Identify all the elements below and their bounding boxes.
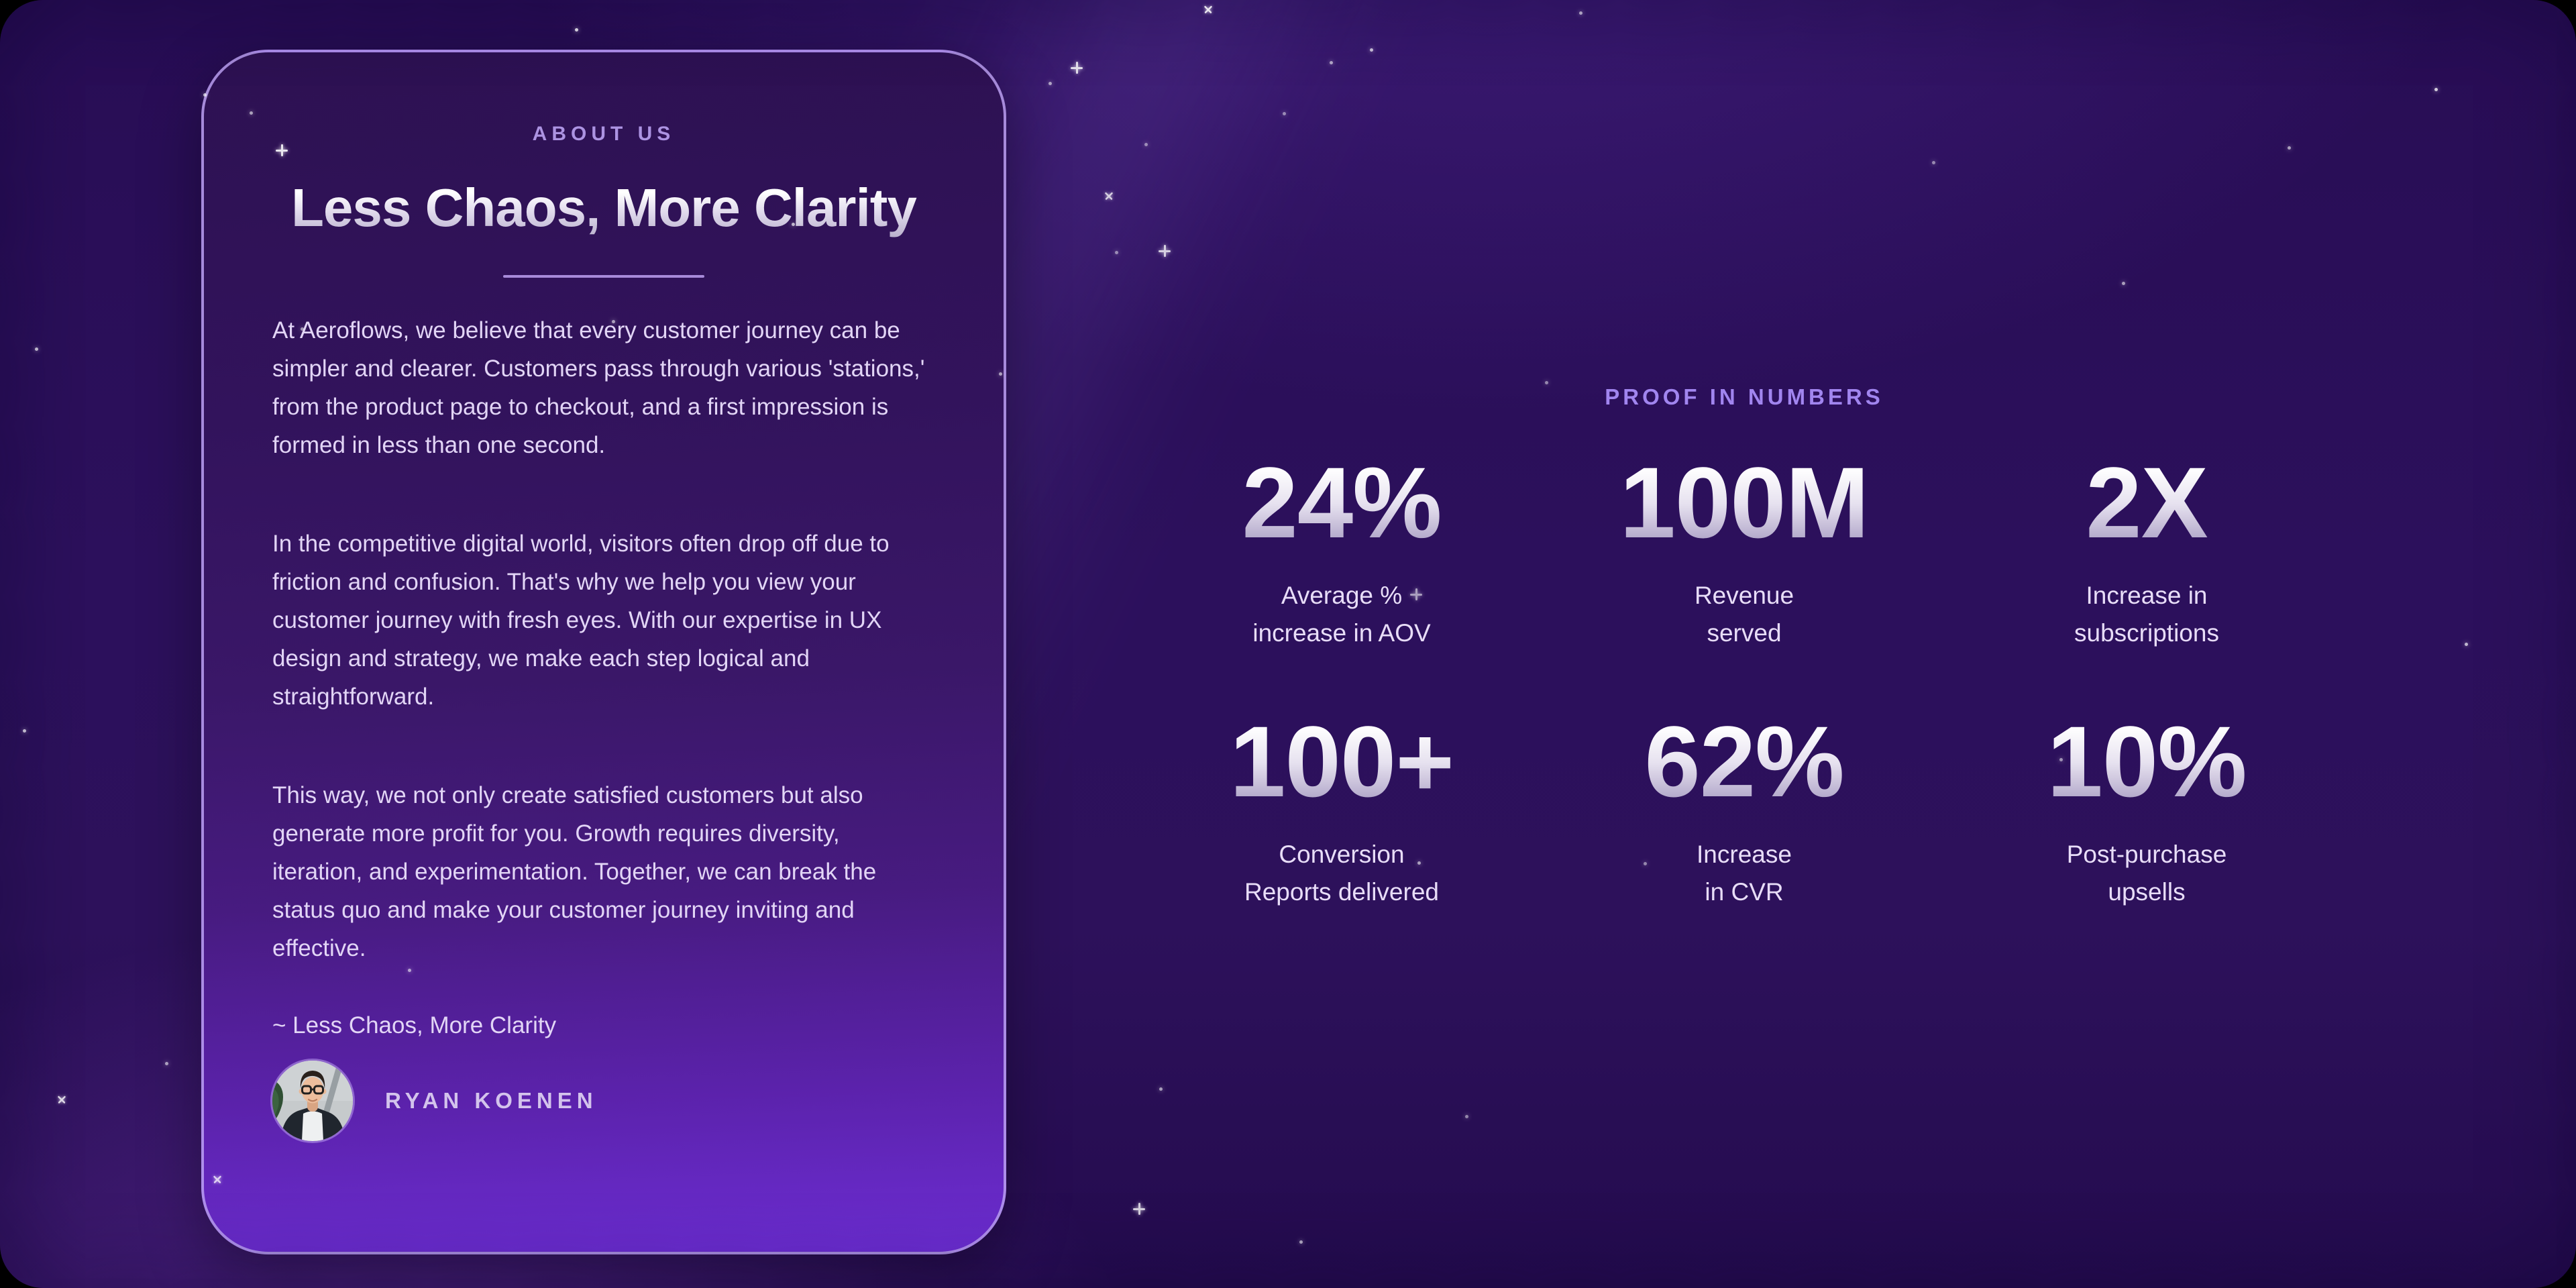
stat-label: Average % increase in AOV xyxy=(1140,577,1543,652)
stat-item: 2X Increase in subscriptions xyxy=(1945,452,2348,652)
stat-value: 62% xyxy=(1543,711,1945,812)
star-dot xyxy=(1299,1240,1303,1244)
stat-label-line: in CVR xyxy=(1705,878,1784,906)
about-card: ABOUT US Less Chaos, More Clarity At Aer… xyxy=(201,50,1006,1254)
about-paragraphs: At Aeroflows, we believe that every cust… xyxy=(272,311,935,967)
stats-grid: 24% Average % increase in AOV 100M Reven… xyxy=(1140,452,2348,911)
star-dot xyxy=(23,729,26,733)
star-sparkle-icon xyxy=(1133,1203,1145,1215)
stat-item: 24% Average % increase in AOV xyxy=(1140,452,1543,652)
stat-label-line: subscriptions xyxy=(2074,619,2219,647)
stat-label-line: Post-purchase xyxy=(2066,841,2227,868)
stat-label-line: served xyxy=(1707,619,1782,647)
signature: ~ Less Chaos, More Clarity xyxy=(272,1012,557,1038)
avatar xyxy=(272,1061,353,1141)
stat-value: 100M xyxy=(1543,452,1945,553)
star-dot xyxy=(575,28,578,32)
stat-label-line: Conversion xyxy=(1279,841,1405,868)
stat-item: 62% Increase in CVR xyxy=(1543,711,1945,911)
star-dot xyxy=(2465,643,2468,646)
stat-item: 10% Post-purchase upsells xyxy=(1945,711,2348,911)
star-dot xyxy=(35,347,38,351)
star-dot xyxy=(2434,88,2438,91)
about-paragraph: In the competitive digital world, visito… xyxy=(272,531,890,710)
star-dot xyxy=(1932,161,1935,164)
avatar-photo xyxy=(272,1061,353,1141)
stat-label-line: Average % xyxy=(1281,582,1403,609)
stat-item: 100M Revenue served xyxy=(1543,452,1945,652)
stat-label-line: Increase xyxy=(1697,841,1792,868)
author-name: RYAN KOENEN xyxy=(385,1088,598,1113)
stat-item: 100+ Conversion Reports delivered xyxy=(1140,711,1543,911)
stat-label: Increase in subscriptions xyxy=(1945,577,2348,652)
stat-label-line: upsells xyxy=(2108,878,2186,906)
stats-section: PROOF IN NUMBERS 24% Average % increase … xyxy=(1140,384,2348,911)
stat-label-line: increase in AOV xyxy=(1252,619,1431,647)
author-row: RYAN KOENEN xyxy=(272,1061,935,1141)
star-dot xyxy=(165,1062,168,1065)
star-sparkle-icon xyxy=(55,1093,68,1106)
about-eyebrow: ABOUT US xyxy=(532,123,676,145)
stat-label: Increase in CVR xyxy=(1543,836,1945,911)
stat-label: Post-purchase upsells xyxy=(1945,836,2348,911)
stat-label-line: Revenue xyxy=(1694,582,1794,609)
stat-value: 2X xyxy=(1945,452,2348,553)
stat-label: Revenue served xyxy=(1543,577,1945,652)
star-dot xyxy=(2122,282,2125,285)
stat-value: 10% xyxy=(1945,711,2348,812)
star-dot xyxy=(1465,1115,1468,1118)
star-dot xyxy=(1159,1087,1163,1091)
title-divider xyxy=(503,275,704,278)
about-paragraph: This way, we not only create satisfied c… xyxy=(272,782,877,961)
stat-label: Conversion Reports delivered xyxy=(1140,836,1543,911)
star-dot xyxy=(1579,11,1582,15)
star-dot xyxy=(1370,48,1373,52)
about-title: Less Chaos, More Clarity xyxy=(272,177,935,239)
stat-label-line: Increase in xyxy=(2086,582,2208,609)
star-dot xyxy=(2288,146,2291,150)
stat-value: 100+ xyxy=(1140,711,1543,812)
stat-label-line: Reports delivered xyxy=(1244,878,1439,906)
about-paragraph: At Aeroflows, we believe that every cust… xyxy=(272,317,925,458)
stats-eyebrow: PROOF IN NUMBERS xyxy=(1605,384,1884,409)
stat-value: 24% xyxy=(1140,452,1543,553)
